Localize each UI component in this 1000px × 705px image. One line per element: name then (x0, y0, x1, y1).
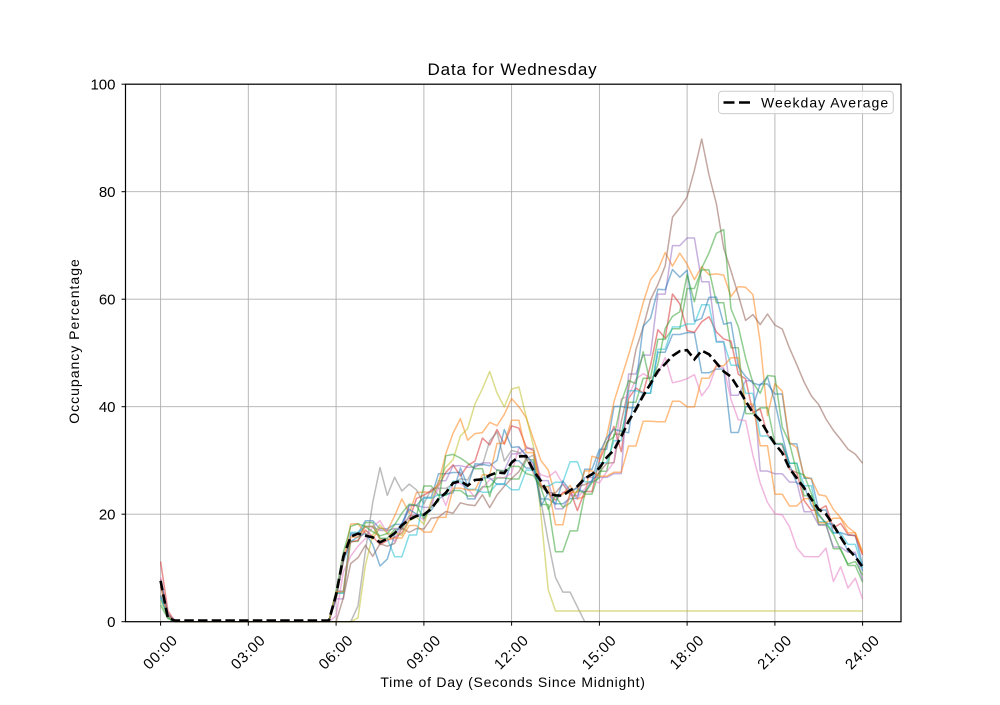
svg-text:60: 60 (99, 291, 116, 308)
svg-text:Data for Wednesday: Data for Wednesday (428, 60, 598, 79)
svg-text:20: 20 (99, 506, 116, 523)
svg-text:Time of Day (Seconds Since Mid: Time of Day (Seconds Since Midnight) (380, 674, 645, 690)
svg-text:80: 80 (99, 184, 116, 201)
svg-text:0: 0 (107, 614, 115, 631)
svg-text:40: 40 (99, 399, 116, 416)
svg-text:Occupancy Percentage: Occupancy Percentage (66, 258, 82, 424)
svg-text:Weekday Average: Weekday Average (761, 95, 889, 111)
svg-text:100: 100 (90, 76, 115, 93)
